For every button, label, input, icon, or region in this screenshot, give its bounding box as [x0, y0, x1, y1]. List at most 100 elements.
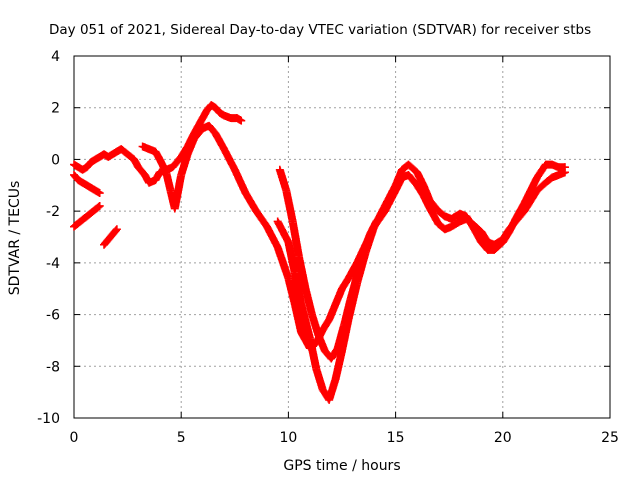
x-tick-label: 20 [494, 430, 512, 446]
marker-trail [177, 151, 192, 178]
marker-trail [253, 208, 271, 230]
y-tick-label: 2 [51, 101, 60, 117]
x-axis-label: GPS time / hours [283, 458, 400, 474]
marker-trail [345, 260, 361, 282]
series-arc-c [70, 201, 104, 231]
marker-trail [212, 130, 228, 152]
marker-trail [420, 182, 434, 204]
marker-trail [88, 156, 99, 166]
marker-trail [295, 255, 310, 292]
y-tick-label: -4 [46, 256, 60, 272]
y-tick-label: 4 [51, 49, 60, 65]
y-tick-label: 0 [51, 152, 60, 168]
marker-trail [220, 146, 239, 173]
marker-trail [297, 301, 314, 341]
marker-trail [206, 122, 219, 137]
marker-trail [274, 244, 292, 281]
marker-trail [234, 114, 245, 124]
marker-trail [392, 167, 406, 188]
data-point [112, 225, 121, 234]
marker-trail [109, 148, 120, 158]
marker-trail [75, 176, 86, 187]
marker-trail [109, 226, 120, 238]
marker-trail [90, 202, 103, 215]
marker-trail [512, 200, 528, 222]
marker-trail [426, 205, 442, 227]
marker-trail [118, 145, 131, 158]
data-point [95, 189, 104, 198]
marker-trail [282, 188, 297, 224]
y-tick-label: -2 [46, 204, 60, 220]
marker-trail [71, 218, 84, 230]
marker-trail [289, 219, 303, 261]
marker-trail [191, 125, 206, 142]
marker-trail [212, 104, 223, 116]
x-tick-label: 10 [279, 430, 297, 446]
marker-trail [231, 167, 249, 196]
data-point [560, 163, 569, 172]
marker-trail [79, 163, 90, 174]
marker-trail [312, 366, 327, 393]
y-axis-label: SDTVAR / TECUs [7, 181, 23, 296]
x-tick-label: 15 [387, 430, 405, 446]
marker-trail [208, 101, 219, 112]
marker-trail [359, 231, 374, 256]
chart-title: Day 051 of 2021, Sidereal Day-to-day VTE… [49, 22, 591, 38]
marker-trail [284, 239, 299, 276]
marker-trail [276, 167, 290, 193]
marker-trail [135, 164, 148, 178]
x-tick-label: 5 [177, 430, 186, 446]
marker-trail [263, 224, 281, 250]
x-tick-label: 25 [601, 430, 619, 446]
marker-trail [315, 332, 329, 354]
marker-trail [534, 161, 549, 181]
marker-trail [306, 335, 320, 372]
marker-trail [347, 273, 361, 302]
data-point [237, 116, 246, 125]
marker-trail [100, 236, 112, 248]
marker-trail [79, 179, 90, 189]
marker-trail [83, 159, 95, 171]
marker-trail [405, 161, 420, 176]
marker-trail [381, 182, 399, 209]
marker-trail [83, 181, 95, 192]
marker-trail [291, 270, 305, 307]
marker-trail [478, 239, 491, 253]
marker-trail [353, 250, 367, 279]
marker-trail [426, 197, 442, 214]
marker-trail [242, 190, 260, 214]
marker-trail [325, 376, 340, 403]
data-point [95, 201, 104, 210]
marker-trail [105, 231, 116, 243]
y-tick-label: -10 [37, 411, 60, 427]
marker-trail [216, 109, 227, 119]
marker-trail [274, 218, 292, 245]
marker-trail [169, 154, 185, 170]
marker-trail [71, 161, 82, 171]
y-tick-label: -8 [46, 359, 60, 375]
marker-trail [124, 151, 137, 163]
marker-trail [334, 322, 348, 351]
marker-trail [405, 172, 421, 189]
marker-trail [527, 187, 541, 204]
marker-trail [171, 172, 185, 211]
marker-trail [184, 136, 198, 157]
marker-trail [105, 150, 116, 161]
marker-trail [328, 345, 341, 362]
axis-ticks [73, 55, 611, 419]
x-tick-label: 0 [70, 430, 79, 446]
marker-trail [332, 286, 346, 307]
series-arc-b [70, 170, 104, 198]
y-tick-labels: -10 -8 -6 -4 -2 0 2 4 [37, 49, 60, 427]
marker-trail [92, 153, 103, 163]
plot-frame [73, 55, 611, 419]
marker-trail [319, 317, 333, 333]
marker-trail [70, 172, 82, 184]
series-arc-g [275, 165, 381, 363]
series-arc-d [100, 225, 121, 249]
marker-trail [499, 229, 513, 245]
y-tick-label: -6 [46, 308, 60, 324]
marker-trail [542, 174, 555, 186]
marker-trail [469, 223, 485, 245]
